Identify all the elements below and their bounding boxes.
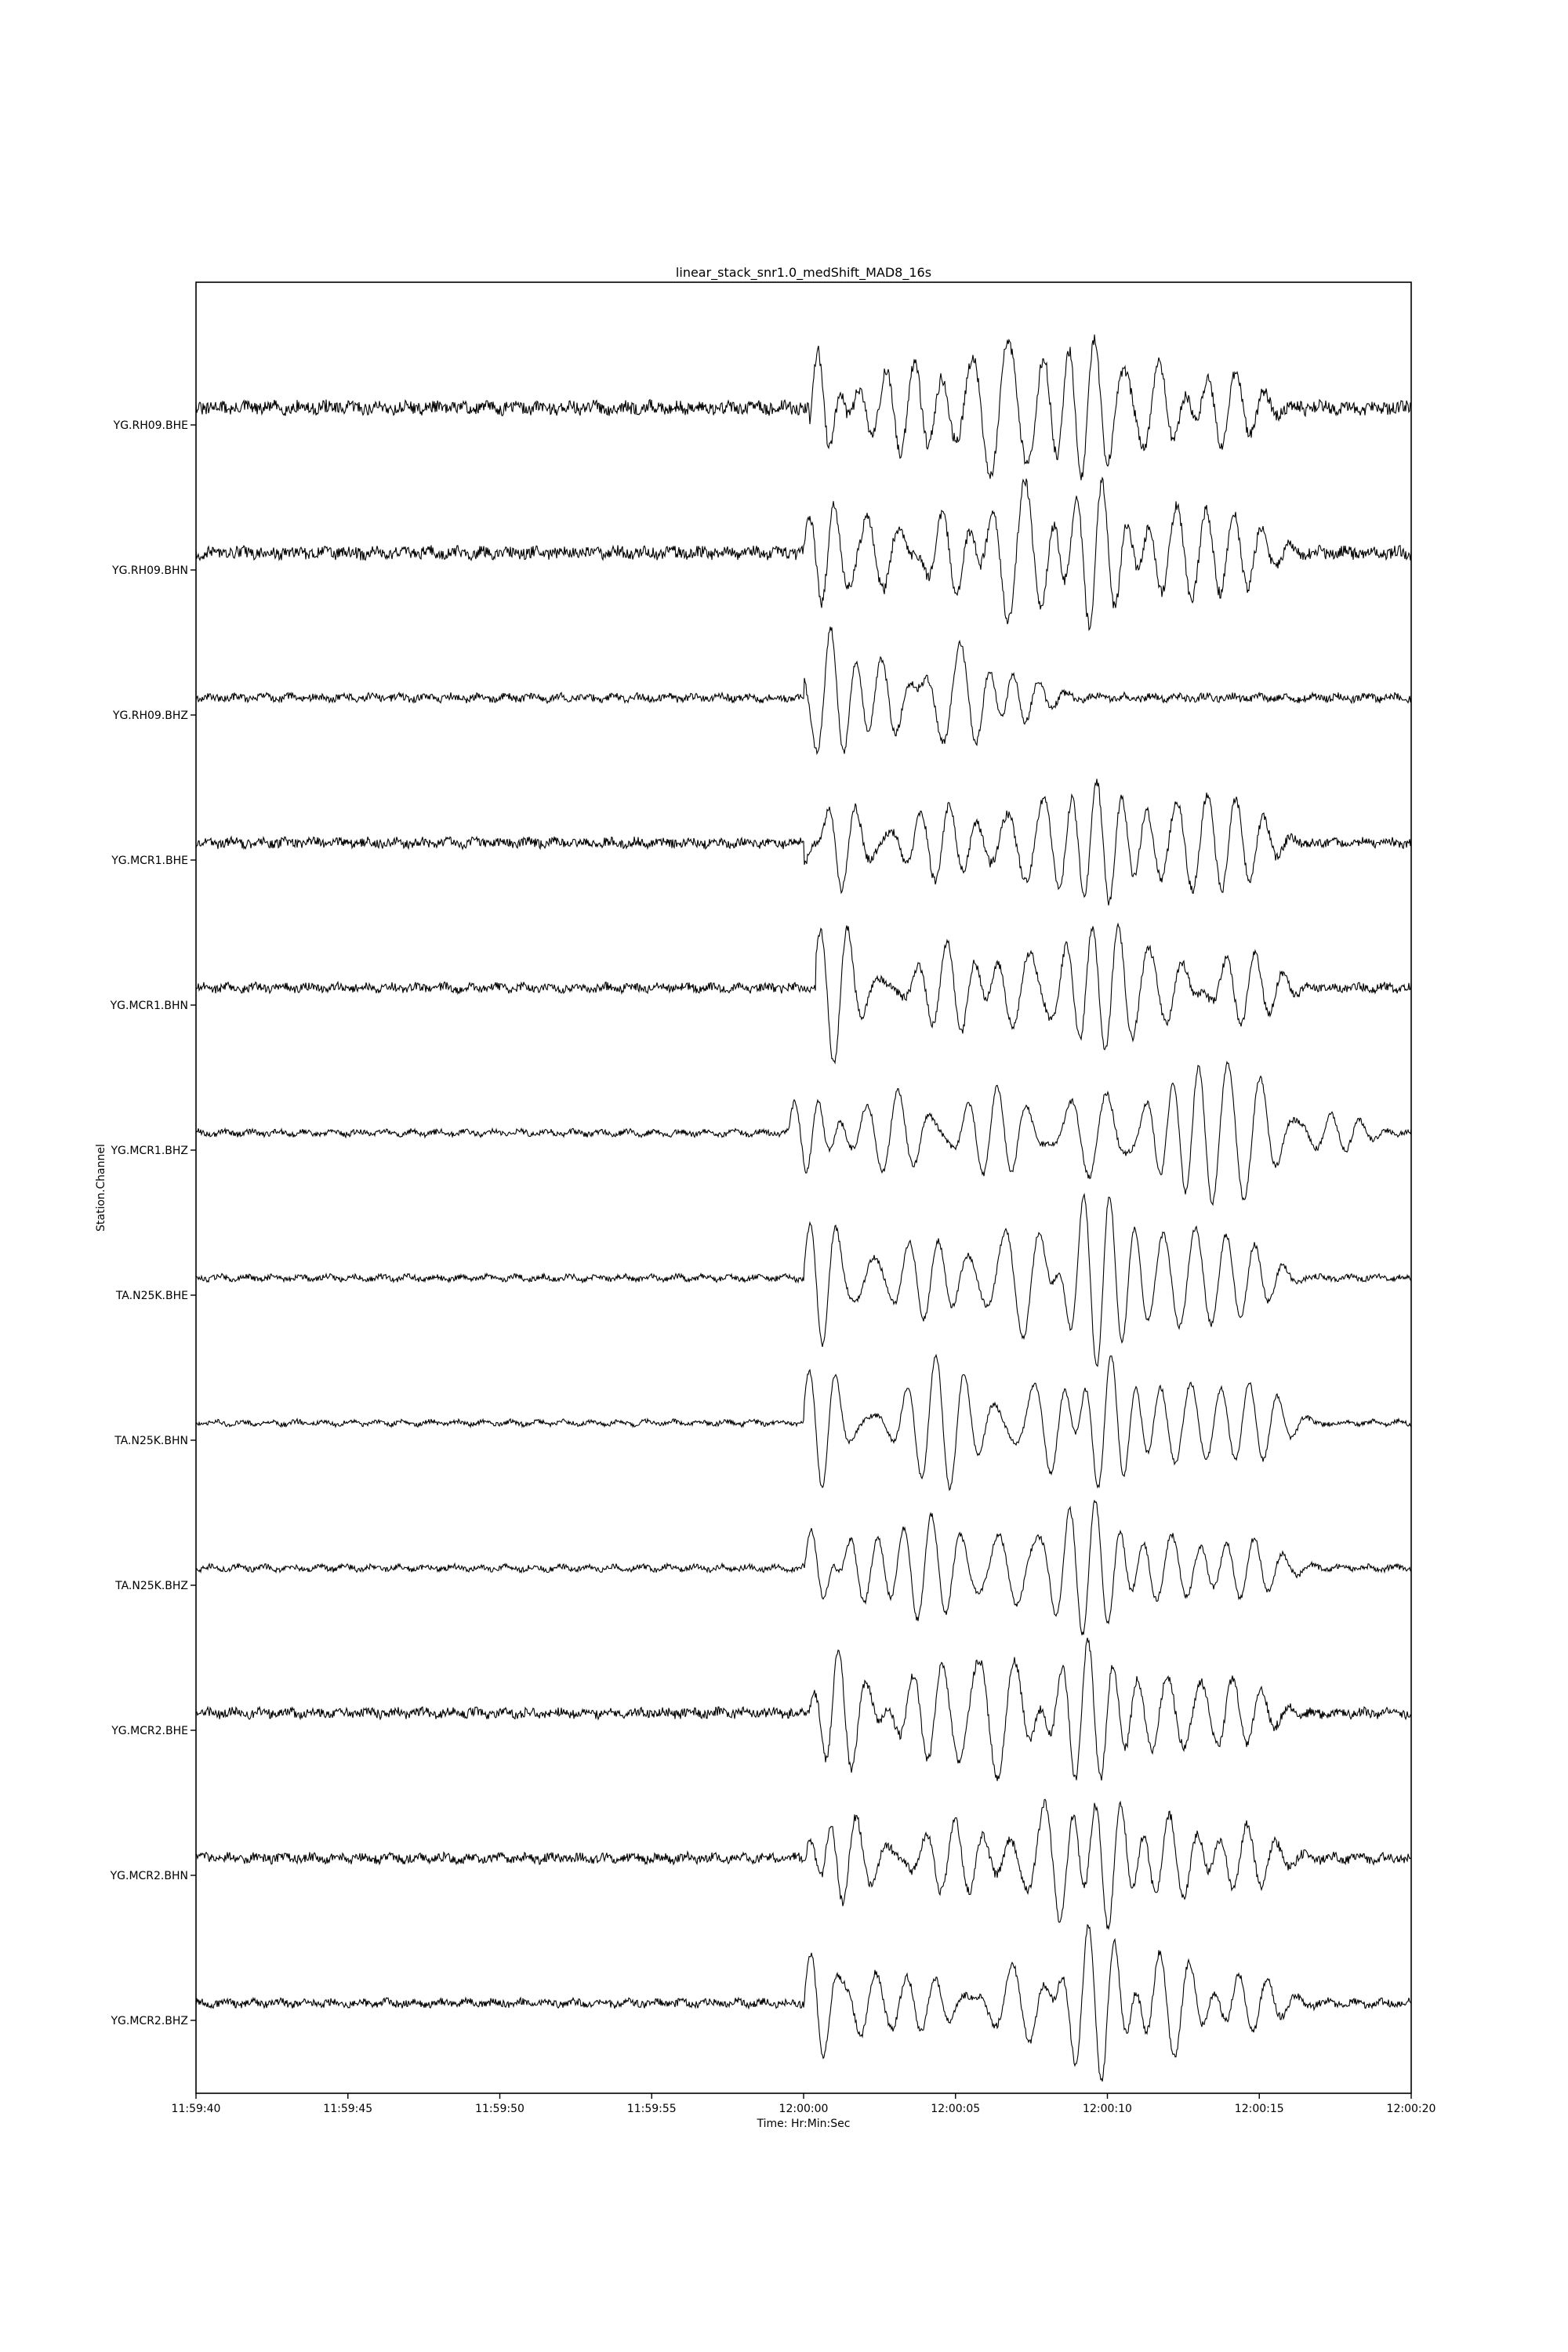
trace-ta-n25k-bhe	[195, 1192, 1412, 1367]
y-axis-ticks: YG.RH09.BHE YG.RH09.BHN YG.RH09.BHZ YG.MCR1…	[110, 419, 196, 2027]
chart-title: linear_stack_snr1.0_medShift_MAD8_16s	[676, 265, 931, 281]
x-tick-label: 12:00:15	[1235, 2103, 1284, 2115]
x-tick-label: 11:59:45	[323, 2103, 372, 2115]
trace-yg-mcr1-bhe	[195, 779, 1412, 906]
x-tick-label: 11:59:50	[475, 2103, 524, 2115]
trace-yg-mcr2-bhe	[195, 1637, 1412, 1781]
y-tick-label: YG.MCR1.BHN	[110, 1000, 188, 1012]
y-tick-label: TA.N25K.BHN	[114, 1435, 188, 1447]
x-axis-ticks: 11:59:40 11:59:45 11:59:50 11:59:55 12:00:00…	[172, 2093, 1436, 2115]
trace-yg-mcr1-bhz	[195, 1060, 1412, 1207]
y-tick-label: TA.N25K.BHE	[115, 1290, 188, 1302]
x-axis-label: Time: Hr:Min:Sec	[757, 2118, 851, 2130]
x-tick-label: 11:59:40	[172, 2103, 221, 2115]
trace-yg-mcr1-bhn	[195, 922, 1412, 1065]
y-tick-label: YG.MCR1.BHZ	[110, 1145, 188, 1157]
y-tick-label: YG.MCR2.BHN	[110, 1870, 188, 1882]
y-tick-label: TA.N25K.BHZ	[114, 1580, 188, 1592]
y-tick-label: YG.RH09.BHZ	[112, 710, 188, 722]
x-tick-label: 12:00:10	[1083, 2103, 1132, 2115]
x-tick-label: 12:00:00	[779, 2103, 829, 2115]
trace-yg-mcr2-bhz	[195, 1924, 1412, 2082]
x-tick-label: 11:59:55	[627, 2103, 677, 2115]
y-tick-label: YG.MCR1.BHE	[111, 855, 188, 867]
y-tick-label: YG.MCR2.BHZ	[110, 2015, 188, 2027]
y-tick-label: YG.RH09.BHE	[113, 419, 188, 432]
y-axis-label: Station.Channel	[95, 1144, 107, 1232]
trace-yg-rh09-bhn	[195, 476, 1412, 631]
y-tick-label: YG.MCR2.BHE	[111, 1725, 188, 1737]
plot-frame	[195, 281, 1412, 2094]
x-tick-label: 12:00:20	[1387, 2103, 1436, 2115]
trace-yg-rh09-bhe	[195, 334, 1412, 481]
trace-ta-n25k-bhz	[195, 1499, 1412, 1635]
trace-group	[195, 334, 1412, 2082]
trace-yg-mcr2-bhn	[195, 1798, 1412, 1931]
trace-ta-n25k-bhn	[195, 1353, 1412, 1491]
y-tick-label: YG.RH09.BHN	[111, 564, 188, 577]
trace-yg-rh09-bhz	[195, 626, 1412, 756]
x-tick-label: 12:00:05	[931, 2103, 980, 2115]
